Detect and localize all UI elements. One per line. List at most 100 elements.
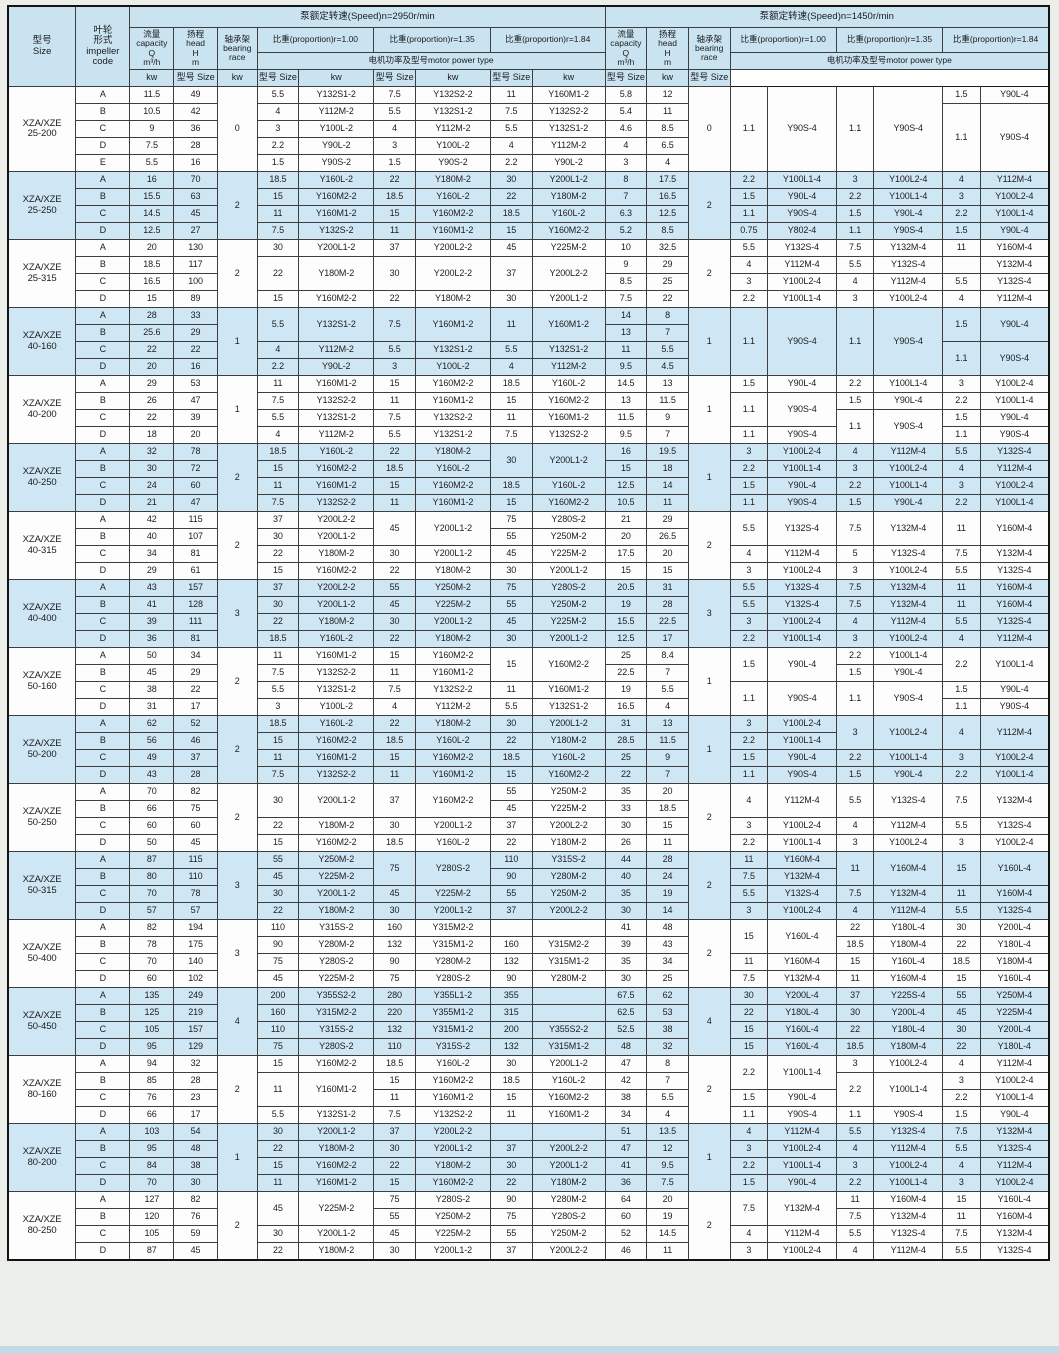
table-cell: 64 — [604, 1191, 648, 1209]
table-row: XZA/XZE 25-200 A 11.5 49 0 5.5 Y132S1-2 7.5 Y132… — [7, 86, 1050, 172]
table-cell: 20 — [129, 239, 175, 257]
table-cell: Y100L2-4 — [979, 834, 1050, 852]
table-cell: Y200L-4 — [979, 1021, 1050, 1039]
table-cell: 4 — [256, 103, 300, 121]
table-cell: 16.5 — [646, 188, 689, 206]
table-cell: 75 — [373, 851, 416, 886]
table-cell: 42 — [173, 103, 218, 121]
table-cell: 15 — [373, 477, 416, 495]
table-cell: C — [75, 1021, 131, 1039]
table-cell: Y132S-4 — [767, 511, 837, 546]
table-cell: 15 — [256, 1055, 300, 1073]
table-cell: Y100L1-4 — [767, 1055, 837, 1090]
table-cell: D — [75, 630, 131, 648]
table-cell: 18.5 — [373, 1055, 416, 1073]
table-cell: Y90S-4 — [979, 426, 1050, 444]
table-cell: Y180M-2 — [531, 188, 606, 206]
table-cell: 140 — [173, 953, 218, 971]
table-row: D 66 17 5.5 Y132S1-2 7.5 Y132S2-2 11 Y160M1-2 34 4… — [8, 1106, 1050, 1124]
table-cell: 18.5 — [256, 443, 300, 461]
table-cell: 30 — [373, 902, 416, 920]
table-cell: Y180M-2 — [414, 290, 491, 308]
table-row: D 50 45 15 Y160M2-2 18.5 Y160L-2 22 Y180M-2 26 11 2… — [8, 834, 1050, 852]
table-cell: 4 — [729, 256, 769, 274]
table-cell: Y132S2-2 — [531, 103, 606, 121]
pump-spec-table: 型号 Size 叶轮 形式 impeller code 泵额定转速(Speed)… — [7, 5, 1050, 1261]
table-cell: 157 — [173, 1021, 218, 1039]
table-cell: 5.5 — [942, 902, 981, 920]
table-cell: 157 — [173, 579, 218, 597]
table-cell: Y90S-4 — [767, 205, 837, 223]
table-cell: 18.5 — [489, 749, 533, 767]
table-cell: Y160M1-2 — [531, 681, 606, 699]
col-header-model: 型号 Size — [256, 69, 300, 87]
table-cell: Y100L2-4 — [873, 1157, 944, 1175]
table-row: B 26 47 7.5 Y132S2-2 11 Y160M1-2 15 Y160M2-2 13 11… — [8, 392, 1050, 427]
table-cell: 7.5 — [942, 545, 981, 563]
table-cell: 60 — [129, 970, 175, 988]
table-cell: 3 — [216, 919, 258, 988]
table-cell: Y112M-4 — [979, 460, 1050, 478]
table-row: B 40 107 30 Y200L1-2 55 Y250M-2 20 26.5 — [8, 528, 1049, 546]
table-cell: 1.5 — [942, 681, 981, 699]
table-cell: Y160L-4 — [873, 953, 944, 971]
table-cell: Y250M-2 — [531, 1225, 606, 1243]
table-cell: 22 — [942, 1038, 981, 1056]
table-cell: Y180M-2 — [298, 817, 375, 835]
pump-size-cell: XZA/XZE 40-200 — [7, 375, 77, 444]
table-cell: 37 — [256, 511, 300, 529]
table-cell: 7.5 — [729, 970, 769, 988]
table-cell: 70 — [129, 953, 175, 971]
table-cell: 30 — [489, 715, 533, 733]
table-cell: D — [75, 1106, 131, 1124]
table-cell: 160 — [256, 1004, 300, 1022]
table-cell: Y112M-4 — [873, 273, 944, 291]
table-cell: 22 — [129, 341, 175, 359]
table-cell: 9 — [646, 409, 689, 427]
table-cell: Y132S1-2 — [298, 681, 375, 699]
table-cell: 5.5 — [489, 341, 533, 359]
table-cell: 15 — [489, 392, 533, 410]
table-cell: Y100L2-4 — [873, 630, 944, 648]
table-cell: 3 — [942, 375, 981, 393]
table-cell: 28 — [173, 766, 218, 784]
table-cell: 54 — [173, 1123, 218, 1141]
table-cell: 280 — [373, 987, 416, 1005]
table-cell: 55 — [489, 528, 533, 546]
table-cell: 76 — [129, 1089, 175, 1107]
table-cell: 37 — [373, 1123, 416, 1141]
table-cell: Y132S1-2 — [298, 307, 375, 342]
table-cell: Y250M-2 — [531, 885, 606, 903]
table-cell: 1.1 — [729, 494, 769, 512]
table-cell: 3 — [216, 851, 258, 920]
table-cell: 22 — [373, 715, 416, 733]
table-cell: Y90L-4 — [873, 494, 944, 512]
table-cell: 2 — [216, 1055, 258, 1124]
pump-size-cell: XZA/XZE 50-315 — [7, 851, 77, 920]
table-cell: 30 — [489, 1055, 533, 1073]
table-row: D 87 45 22 Y180M-2 30 Y200L1-2 37 Y200L2-2 46 11 3 Y… — [8, 1242, 1050, 1261]
table-cell: 2 — [687, 1055, 731, 1124]
table-cell: 11 — [489, 409, 533, 427]
table-cell: 11.5 — [129, 86, 175, 104]
table-cell: 75 — [489, 511, 533, 529]
table-cell: 28 — [173, 137, 218, 155]
table-cell: 2.2 — [729, 834, 769, 852]
table-cell — [489, 919, 533, 937]
table-cell: 75 — [373, 970, 416, 988]
table-cell: 2 — [687, 783, 731, 852]
table-cell: 4 — [835, 273, 875, 291]
table-cell: 45 — [129, 664, 175, 682]
table-cell: 1 — [687, 1123, 731, 1192]
table-cell: 18.5 — [256, 171, 300, 189]
table-cell: 33 — [173, 307, 218, 325]
table-cell: 18.5 — [129, 256, 175, 274]
table-row: XZA/XZE 50-200 A 62 52 2 18.5 Y160L-2 22 Y180M-2… — [7, 715, 1050, 784]
table-cell: Y112M-2 — [298, 341, 375, 359]
table-cell: 5.5 — [729, 885, 769, 903]
pump-size-cell: XZA/XZE 50-200 — [7, 715, 77, 784]
table-cell: Y315M1-2 — [531, 953, 606, 971]
table-cell: 127 — [129, 1191, 175, 1209]
table-cell: Y90S-4 — [979, 103, 1050, 172]
table-cell: 30 — [604, 817, 648, 835]
